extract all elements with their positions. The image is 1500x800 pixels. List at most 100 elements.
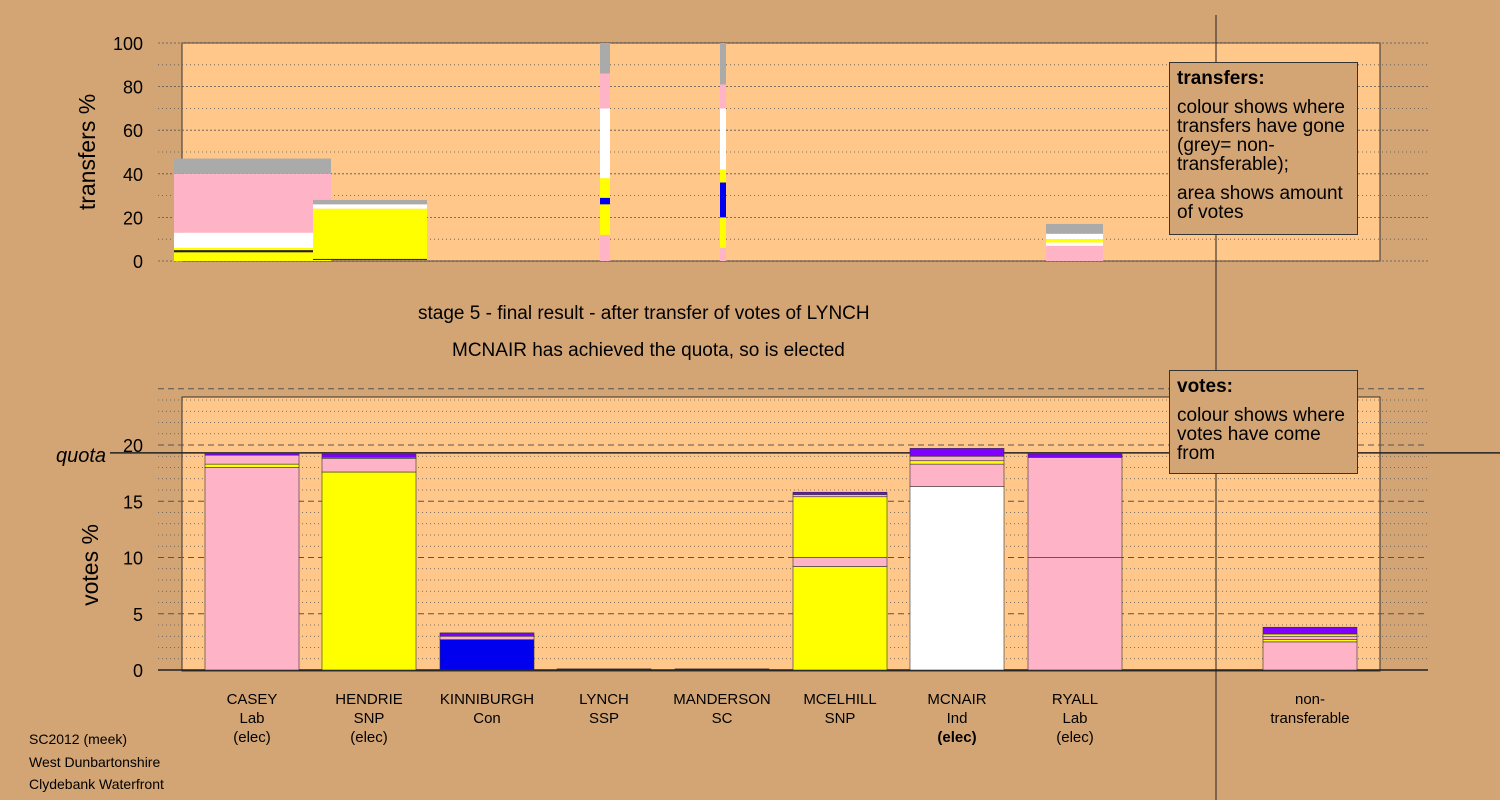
- candidate-status: (elec): [233, 729, 271, 746]
- votes-tick-label: 20: [123, 436, 143, 456]
- vote-segment: [439, 635, 535, 640]
- candidate-label: MCNAIR Ind (elec): [887, 690, 1027, 747]
- vote-segment: [321, 453, 417, 458]
- vote-segment: [909, 448, 1005, 457]
- vote-segment: [792, 496, 888, 558]
- votes-legend: votes: colour shows where votes have com…: [1169, 370, 1358, 474]
- transfers-bars: [174, 43, 1103, 261]
- candidate-status: (elec): [350, 729, 388, 746]
- vote-segment: [1262, 639, 1358, 643]
- candidate-status: (elec): [937, 729, 977, 746]
- vote-segment: [204, 467, 300, 671]
- candidate-name: LYNCH: [579, 691, 629, 708]
- vote-segment: [1027, 457, 1123, 558]
- vote-segment: [674, 668, 770, 671]
- transfer-segment: [600, 234, 610, 261]
- candidate-label: KINNIBURGH Con: [417, 690, 557, 728]
- vote-segment: [439, 632, 535, 637]
- candidate-label: RYALL Lab (elec): [1005, 690, 1145, 747]
- candidate-label: MANDERSON SC: [652, 690, 792, 728]
- vote-bar: [1262, 626, 1358, 671]
- candidate-name: MANDERSON: [673, 691, 771, 708]
- votes-tick-label: 10: [123, 549, 143, 569]
- vote-segment: [909, 486, 1005, 671]
- stage-subtitle: MCNAIR has achieved the quota, so is ele…: [452, 340, 845, 361]
- transfers-legend-text-2: area shows amount of votes: [1177, 183, 1343, 223]
- transfer-segment: [174, 247, 331, 251]
- transfers-legend-title: transfers:: [1177, 68, 1265, 89]
- transfers-y-axis: 0 20 40 60 80 100: [113, 34, 143, 272]
- vote-segment: [792, 566, 888, 671]
- transfers-y-label: transfers %: [74, 94, 100, 210]
- vote-segment: [204, 463, 300, 468]
- transfers-tick-label: 20: [123, 208, 143, 228]
- candidate-name: non-: [1294, 691, 1326, 708]
- candidate-party: Ind: [946, 710, 968, 727]
- vote-segment: [321, 471, 417, 671]
- vote-segment: [792, 557, 888, 567]
- votes-tick-label: 5: [133, 605, 143, 625]
- transfer-segment: [1046, 239, 1103, 243]
- transfer-segment: [313, 208, 427, 259]
- candidate-name: KINNIBURGH: [439, 691, 535, 708]
- transfer-segment: [1046, 245, 1103, 261]
- transfer-segment: [174, 158, 331, 174]
- transfer-segment: [720, 217, 726, 248]
- transfer-segment: [720, 182, 726, 218]
- transfer-segment: [600, 43, 610, 74]
- vote-segment: [1027, 557, 1123, 671]
- candidate-label: HENDRIE SNP (elec): [299, 690, 439, 747]
- transfer-segment: [600, 73, 610, 109]
- vote-bar: [321, 453, 417, 671]
- transfer-segment: [313, 258, 427, 260]
- transfers-tick-label: 80: [123, 78, 143, 98]
- candidate-name: CASEY: [226, 691, 278, 708]
- candidate-party: SSP: [588, 710, 619, 727]
- quota-label: quota: [56, 445, 106, 467]
- footer-council: West Dunbartonshire: [29, 754, 161, 770]
- transfers-legend: transfers: colour shows where transfers …: [1169, 62, 1358, 235]
- candidate-party: Lab: [1062, 710, 1088, 727]
- candidate-name: MCNAIR: [927, 691, 987, 708]
- vote-segment: [556, 668, 652, 671]
- transfer-segment: [600, 197, 610, 205]
- vote-bar: [1027, 453, 1123, 671]
- transfer-segment: [313, 199, 427, 205]
- votes-tick-label: 0: [133, 661, 143, 681]
- candidate-name: HENDRIE: [335, 691, 403, 708]
- transfer-segment: [1046, 223, 1103, 234]
- transfer-segment: [600, 204, 610, 235]
- vote-bar: [556, 668, 652, 671]
- votes-y-label: votes %: [77, 524, 103, 606]
- vote-segment: [1262, 641, 1358, 671]
- candidate-status: (elec): [1056, 729, 1094, 746]
- transfers-tick-label: 0: [133, 252, 143, 272]
- candidate-party: SNP: [353, 710, 385, 727]
- vote-segment: [909, 460, 1005, 465]
- vote-segment: [204, 452, 300, 456]
- stage-title: stage 5 - final result - after transfer …: [418, 303, 870, 324]
- candidate-party: Con: [473, 710, 501, 727]
- vote-segment: [1262, 633, 1358, 637]
- footer-ward: Clydebank Waterfront: [29, 776, 164, 792]
- vote-segment: [792, 494, 888, 498]
- vote-bar: [439, 632, 535, 671]
- vote-segment: [1027, 453, 1123, 458]
- vote-segment: [792, 491, 888, 495]
- vote-segment: [204, 454, 300, 465]
- candidate-party: SC: [711, 710, 733, 727]
- transfers-tick-label: 100: [113, 34, 143, 54]
- candidate-label: CASEY Lab (elec): [182, 690, 322, 747]
- transfer-segment: [1046, 233, 1103, 240]
- transfers-tick-label: 40: [123, 165, 143, 185]
- transfer-segment: [720, 247, 726, 261]
- transfer-segment: [174, 232, 331, 248]
- transfer-segment: [600, 108, 610, 179]
- transfer-segment: [600, 178, 610, 198]
- votes-legend-text-1: colour shows where votes have come from: [1177, 405, 1345, 464]
- transfers-tick-label: 60: [123, 121, 143, 141]
- vote-segment: [1262, 626, 1358, 635]
- vote-bar: [674, 668, 770, 671]
- votes-legend-title: votes:: [1177, 376, 1233, 397]
- vote-bar: [204, 452, 300, 671]
